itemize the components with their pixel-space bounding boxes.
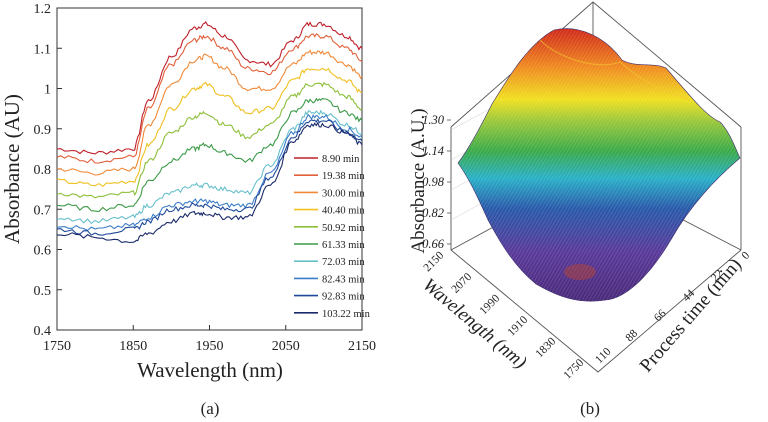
x-tick-label-a: 1950 bbox=[196, 339, 224, 354]
plot-area-a bbox=[56, 7, 363, 331]
panel-label-b: (b) bbox=[580, 399, 600, 418]
y-tick-label-a: 1.1 bbox=[34, 42, 52, 57]
y-tick-label-a: 0.6 bbox=[34, 244, 52, 259]
panel-a-line-chart: 0.4 0.5 0.6 0.7 0.8 0.9 1 1.1 1.2 1750 1850 1950 20… bbox=[0, 2, 376, 418]
x-tick-label-a: 1850 bbox=[119, 339, 147, 354]
y-axis-label-a: Absorbance (AU) bbox=[0, 94, 24, 244]
z-tick-label-b: 0.82 bbox=[422, 206, 444, 220]
y-tick-label-a: 0.9 bbox=[34, 123, 52, 138]
legend-label: 103.22 min bbox=[322, 309, 371, 320]
legend-label: 8.90 min bbox=[322, 154, 360, 165]
time-tick-label-b: 88 bbox=[624, 327, 641, 344]
legend-a: 8.90 min 19.38 min 30.00 min 40.40 min 50.92… bbox=[294, 154, 371, 320]
box-front-floor-edge bbox=[450, 249, 742, 373]
series-line-2 bbox=[56, 49, 363, 176]
series-line-8 bbox=[56, 117, 363, 236]
legend-label: 82.43 min bbox=[322, 274, 365, 285]
series-line-7 bbox=[56, 113, 363, 232]
series-line-9 bbox=[57, 121, 363, 244]
x-axis-a: 1750 1850 1950 2050 2150 bbox=[43, 325, 376, 354]
time-tick-label-b: 0 bbox=[740, 249, 753, 262]
legend-label: 50.92 min bbox=[322, 223, 365, 234]
y-tick-label-a: 0.4 bbox=[34, 324, 52, 339]
wavelength-tick-label-b: 1750 bbox=[562, 357, 587, 382]
surface-mesh-texture bbox=[458, 28, 740, 302]
y-tick-label-a: 1 bbox=[44, 83, 51, 98]
series-line-4 bbox=[56, 81, 363, 199]
legend-label: 30.00 min bbox=[322, 188, 365, 199]
wavelength-tick-label-b: 1830 bbox=[534, 335, 559, 360]
y-tick-label-a: 0.7 bbox=[34, 203, 52, 218]
series-group-a bbox=[56, 20, 363, 244]
series-line-5 bbox=[56, 97, 363, 213]
x-tick-label-a: 1750 bbox=[43, 339, 71, 354]
z-axis-b: 0.66 0.82 0.98 1.14 1.30 bbox=[422, 113, 451, 251]
time-tick-label-b: 66 bbox=[652, 307, 669, 324]
x-tick-label-a: 2050 bbox=[272, 339, 300, 354]
wavelength-tick-label-b: 1990 bbox=[478, 292, 503, 317]
legend-label: 92.83 min bbox=[322, 292, 365, 303]
series-line-1 bbox=[56, 33, 363, 164]
z-tick-label-b: 0.66 bbox=[422, 237, 445, 251]
x-tick-label-a: 2150 bbox=[348, 339, 376, 354]
surface-low-patch bbox=[564, 264, 596, 280]
legend-label: 72.03 min bbox=[322, 257, 365, 268]
time-tick-label-b: 110 bbox=[593, 346, 614, 367]
legend-label: 40.40 min bbox=[322, 206, 365, 217]
panel-b-surface-chart: 0.660.820.981.141.30 2150207019901910183… bbox=[408, 1, 753, 418]
wavelength-tick-label-b: 1910 bbox=[506, 314, 531, 339]
y-tick-label-a: 0.8 bbox=[34, 163, 52, 178]
z-axis-label-b: Absorbance (A.U.) bbox=[408, 108, 429, 253]
y-tick-label-a: 0.5 bbox=[34, 284, 52, 299]
series-line-0 bbox=[56, 20, 363, 155]
legend-label: 19.38 min bbox=[322, 171, 365, 182]
z-tick-label-b: 1.14 bbox=[422, 144, 444, 158]
series-line-6 bbox=[56, 109, 363, 225]
y-axis-a: 0.4 0.5 0.6 0.7 0.8 0.9 1 1.1 1.2 bbox=[34, 2, 62, 339]
z-tick-label-b: 1.30 bbox=[422, 113, 445, 127]
y-tick-label-a: 1.2 bbox=[34, 2, 52, 17]
x-axis-label-a: Wavelength (nm) bbox=[137, 358, 283, 382]
series-line-3 bbox=[56, 67, 363, 188]
z-tick-label-b: 0.98 bbox=[422, 175, 445, 189]
panel-label-a: (a) bbox=[201, 399, 220, 418]
legend-label: 61.33 min bbox=[322, 240, 365, 251]
surface-ridge-line bbox=[539, 39, 691, 101]
